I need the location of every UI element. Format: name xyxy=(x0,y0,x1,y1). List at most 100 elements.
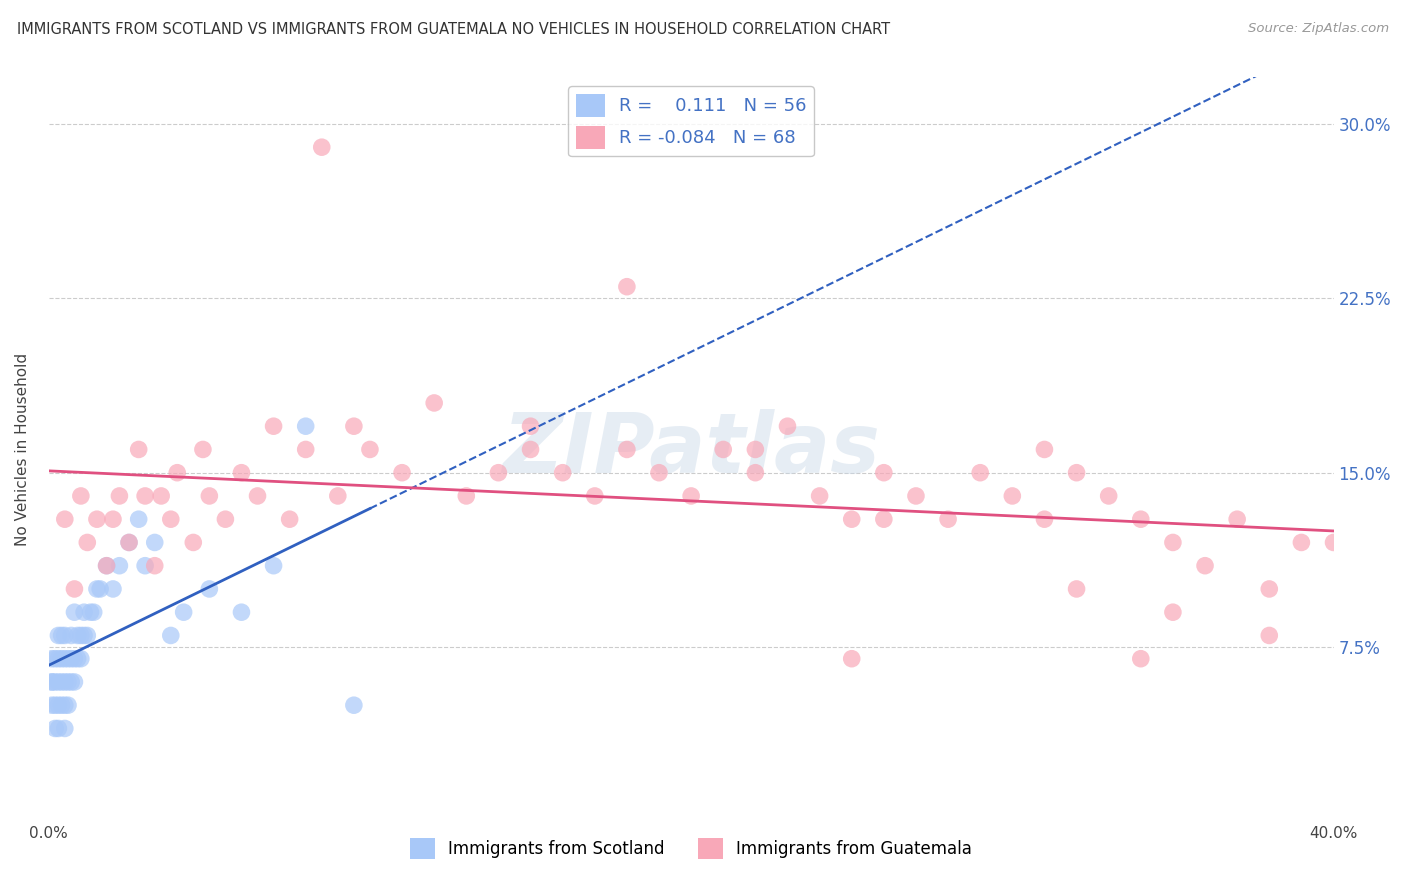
Point xyxy=(56,698,79,713)
Point xyxy=(263,558,285,573)
Point xyxy=(198,582,221,596)
Point xyxy=(311,140,333,154)
Point xyxy=(343,419,366,434)
Point xyxy=(51,698,73,713)
Point xyxy=(53,675,76,690)
Point xyxy=(101,512,124,526)
Point xyxy=(96,558,118,573)
Point xyxy=(776,419,799,434)
Point xyxy=(41,675,63,690)
Point xyxy=(616,279,638,293)
Point xyxy=(66,651,89,665)
Point xyxy=(343,698,366,713)
Point xyxy=(1066,582,1088,596)
Point xyxy=(53,722,76,736)
Point xyxy=(60,675,83,690)
Point xyxy=(519,442,541,457)
Point xyxy=(143,535,166,549)
Point xyxy=(44,722,66,736)
Point xyxy=(744,466,766,480)
Point xyxy=(143,558,166,573)
Point xyxy=(711,442,734,457)
Point xyxy=(519,419,541,434)
Point xyxy=(583,489,606,503)
Point xyxy=(1129,512,1152,526)
Point xyxy=(486,466,509,480)
Point xyxy=(63,605,86,619)
Point xyxy=(744,442,766,457)
Point xyxy=(63,675,86,690)
Point xyxy=(969,466,991,480)
Point xyxy=(48,628,70,642)
Point xyxy=(56,675,79,690)
Point xyxy=(118,535,141,549)
Point xyxy=(86,582,108,596)
Point xyxy=(231,605,253,619)
Point xyxy=(166,466,188,480)
Point xyxy=(181,535,204,549)
Point xyxy=(73,628,96,642)
Point xyxy=(41,675,63,690)
Point xyxy=(89,582,111,596)
Point xyxy=(53,512,76,526)
Point xyxy=(873,466,896,480)
Point xyxy=(808,489,831,503)
Text: IMMIGRANTS FROM SCOTLAND VS IMMIGRANTS FROM GUATEMALA NO VEHICLES IN HOUSEHOLD C: IMMIGRANTS FROM SCOTLAND VS IMMIGRANTS F… xyxy=(17,22,890,37)
Point xyxy=(1033,512,1056,526)
Point xyxy=(86,512,108,526)
Point xyxy=(159,512,181,526)
Point xyxy=(76,628,98,642)
Point xyxy=(616,442,638,457)
Point xyxy=(53,651,76,665)
Point xyxy=(70,651,93,665)
Point xyxy=(128,442,150,457)
Point xyxy=(359,442,381,457)
Point xyxy=(56,651,79,665)
Point xyxy=(841,512,863,526)
Point xyxy=(1161,605,1184,619)
Text: Source: ZipAtlas.com: Source: ZipAtlas.com xyxy=(1249,22,1389,36)
Point xyxy=(1322,535,1344,549)
Point xyxy=(873,512,896,526)
Point xyxy=(1226,512,1249,526)
Point xyxy=(263,419,285,434)
Point xyxy=(48,698,70,713)
Point xyxy=(73,605,96,619)
Point xyxy=(551,466,574,480)
Point xyxy=(231,466,253,480)
Point xyxy=(44,651,66,665)
Point xyxy=(456,489,478,503)
Point xyxy=(191,442,214,457)
Point xyxy=(70,489,93,503)
Point xyxy=(1098,489,1121,503)
Point xyxy=(44,675,66,690)
Point xyxy=(51,675,73,690)
Point xyxy=(1066,466,1088,480)
Point xyxy=(41,698,63,713)
Point xyxy=(326,489,349,503)
Point xyxy=(936,512,959,526)
Point xyxy=(60,628,83,642)
Point xyxy=(681,489,703,503)
Point xyxy=(1001,489,1024,503)
Point xyxy=(51,651,73,665)
Point xyxy=(70,628,93,642)
Point xyxy=(41,651,63,665)
Point xyxy=(1033,442,1056,457)
Point xyxy=(83,605,105,619)
Point xyxy=(198,489,221,503)
Point xyxy=(48,651,70,665)
Point xyxy=(76,535,98,549)
Point xyxy=(391,466,413,480)
Point xyxy=(63,582,86,596)
Point xyxy=(134,558,156,573)
Point xyxy=(904,489,927,503)
Point xyxy=(48,675,70,690)
Point xyxy=(278,512,301,526)
Point xyxy=(60,651,83,665)
Point xyxy=(1129,651,1152,665)
Point xyxy=(53,628,76,642)
Legend: R =    0.111   N = 56, R = -0.084   N = 68: R = 0.111 N = 56, R = -0.084 N = 68 xyxy=(568,87,814,156)
Point xyxy=(101,582,124,596)
Point xyxy=(1161,535,1184,549)
